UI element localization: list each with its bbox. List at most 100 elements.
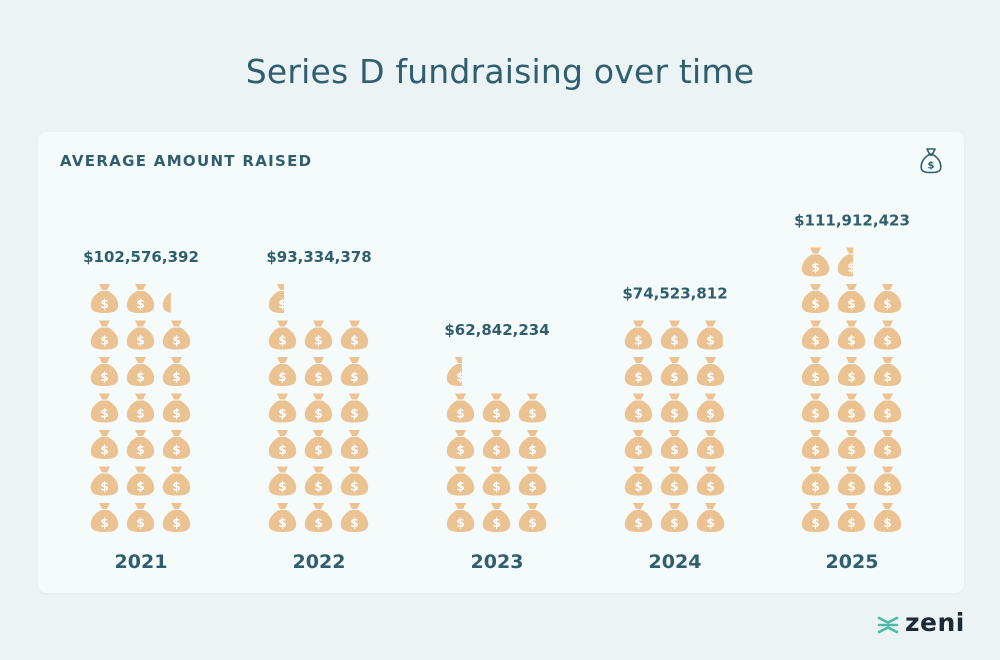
svg-text:$: $ [314, 407, 322, 421]
svg-text:$: $ [634, 407, 642, 421]
value-label-2021: $102,576,392 [83, 248, 199, 266]
money-bag-mark: $ [801, 466, 830, 496]
money-bag-mark: $ [518, 503, 547, 532]
svg-text:$: $ [100, 407, 108, 421]
money-bag-mark: $ [624, 503, 653, 532]
money-bag-mark: $ [90, 357, 119, 386]
category-label-2025: 2025 [826, 551, 879, 573]
category-label-2022: 2022 [293, 551, 346, 573]
money-bag-mark: $ [696, 393, 725, 423]
category-label-2023: 2023 [471, 551, 524, 573]
money-bag-mark: $ [873, 466, 902, 496]
svg-text:$: $ [172, 516, 180, 530]
svg-text:$: $ [172, 480, 180, 494]
svg-text:$: $ [100, 516, 108, 530]
money-bag-mark: $ [837, 466, 866, 496]
chart-card: AVERAGE AMOUNT RAISED $ $ $ $ $ $ $ $ $ $ $ $ $ $ $ $ $… [38, 132, 964, 593]
svg-text:$: $ [100, 480, 108, 494]
money-bag-mark: $ [660, 393, 689, 423]
svg-text:$: $ [528, 480, 536, 494]
svg-text:$: $ [811, 370, 819, 384]
svg-text:$: $ [492, 407, 500, 421]
value-label-2022: $93,334,378 [266, 248, 371, 266]
money-bag-mark: $ [268, 320, 297, 350]
money-bag-mark: $ [162, 320, 191, 350]
money-bag-mark: $ [696, 503, 725, 532]
money-bag-mark: $ [304, 320, 333, 350]
money-bag-mark: $ [268, 430, 297, 459]
money-bag-mark: $ [304, 503, 333, 532]
money-bag-mark: $ [518, 466, 547, 496]
svg-text:$: $ [456, 443, 464, 457]
svg-text:$: $ [136, 516, 144, 530]
money-bag-mark: $ [162, 393, 191, 423]
money-bag-icon: $ [920, 148, 942, 174]
money-bag-mark: $ [696, 430, 725, 459]
svg-text:$: $ [100, 370, 108, 384]
svg-text:$: $ [634, 443, 642, 457]
svg-text:$: $ [278, 334, 286, 348]
money-bag-mark: $ [162, 430, 191, 459]
money-bag-mark: $ [837, 430, 866, 459]
svg-text:$: $ [136, 297, 144, 311]
money-bag-mark: $ [873, 320, 902, 350]
svg-text:$: $ [100, 334, 108, 348]
svg-text:$: $ [634, 370, 642, 384]
money-bag-mark: $ [90, 430, 119, 459]
value-label-2025: $111,912,423 [794, 212, 910, 230]
svg-text:$: $ [172, 370, 180, 384]
money-bag-mark: $ [304, 430, 333, 459]
money-bag-mark: $ [90, 284, 119, 313]
money-bag-mark: $ [801, 284, 830, 313]
svg-text:$: $ [883, 443, 891, 457]
svg-text:$: $ [811, 443, 819, 457]
money-bag-mark: $ [660, 357, 689, 386]
svg-text:$: $ [314, 516, 322, 530]
svg-text:$: $ [706, 370, 714, 384]
money-bag-mark: $ [518, 393, 547, 423]
money-bag-mark: $ [446, 393, 475, 423]
money-bag-mark: $ [90, 503, 119, 532]
money-bag-mark: $ [340, 503, 369, 532]
svg-text:$: $ [883, 516, 891, 530]
svg-text:$: $ [492, 443, 500, 457]
money-bag-mark: $ [696, 357, 725, 386]
svg-text:$: $ [350, 443, 358, 457]
svg-text:$: $ [670, 334, 678, 348]
svg-text:$: $ [883, 334, 891, 348]
money-bag-mark: $ [446, 466, 475, 496]
money-bag-mark: $ [446, 357, 462, 386]
money-bag-mark: $ [304, 357, 333, 386]
chart-title: AVERAGE AMOUNT RAISED [60, 152, 313, 170]
money-bag-mark: $ [837, 247, 853, 277]
money-bag-mark: $ [660, 430, 689, 459]
svg-text:$: $ [528, 516, 536, 530]
money-bag-mark: $ [837, 320, 866, 350]
svg-text:$: $ [172, 334, 180, 348]
svg-text:$: $ [883, 480, 891, 494]
zeni-logo-icon [877, 616, 899, 634]
money-bag-mark: $ [482, 503, 511, 532]
money-bag-mark: $ [304, 466, 333, 496]
money-bag-mark: $ [162, 503, 191, 532]
money-bag-mark: $ [340, 393, 369, 423]
money-bag-mark: $ [660, 503, 689, 532]
money-bag-mark: $ [482, 393, 511, 423]
brand-name: zeni [905, 608, 965, 637]
money-bag-mark: $ [801, 503, 830, 532]
svg-text:$: $ [811, 334, 819, 348]
svg-text:$: $ [847, 516, 855, 530]
svg-text:$: $ [172, 297, 180, 311]
svg-text:$: $ [278, 480, 286, 494]
money-bag-mark: $ [801, 320, 830, 350]
partial-bag-row: $ $ $ [624, 320, 723, 350]
svg-text:$: $ [314, 334, 322, 348]
svg-text:$: $ [278, 370, 286, 384]
money-bag-mark: $ [126, 393, 155, 423]
bar-column-2022: $ $ $ $ $ $ $ $ $ $ $ $ $ $ $ $ $ $ $ $93,334,378 2022 [266, 248, 371, 573]
money-bag-mark: $ [801, 430, 830, 459]
svg-text:$: $ [670, 370, 678, 384]
svg-text:$: $ [847, 334, 855, 348]
money-bag-mark: $ [873, 430, 902, 459]
money-bag-mark: $ [268, 466, 297, 496]
